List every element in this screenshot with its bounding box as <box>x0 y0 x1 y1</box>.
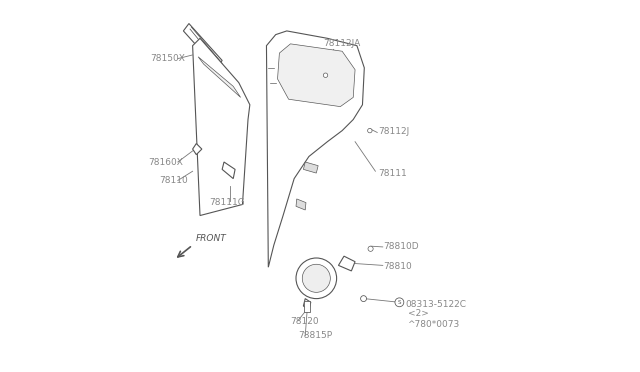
Text: 78112JA: 78112JA <box>324 39 361 48</box>
Circle shape <box>323 73 328 77</box>
Polygon shape <box>339 256 355 271</box>
Polygon shape <box>222 162 235 179</box>
Circle shape <box>368 246 373 251</box>
Circle shape <box>395 298 404 307</box>
Circle shape <box>302 264 330 292</box>
Polygon shape <box>296 199 306 210</box>
Circle shape <box>367 128 372 133</box>
Polygon shape <box>193 38 250 215</box>
Polygon shape <box>303 162 318 173</box>
Circle shape <box>360 296 367 302</box>
Text: 78815P: 78815P <box>298 331 332 340</box>
Text: 78160X: 78160X <box>148 157 183 167</box>
Text: FRONT: FRONT <box>196 234 227 243</box>
Text: 78120: 78120 <box>290 317 318 326</box>
Text: 78810D: 78810D <box>383 242 419 251</box>
Polygon shape <box>184 23 222 68</box>
Text: 78111: 78111 <box>378 169 407 177</box>
Text: 78810: 78810 <box>383 262 412 270</box>
Text: 78110: 78110 <box>159 176 188 185</box>
Text: 08313-5122C: 08313-5122C <box>405 300 466 309</box>
Bar <box>304 301 310 311</box>
Text: ^780*0073: ^780*0073 <box>408 320 460 329</box>
Polygon shape <box>303 299 311 310</box>
Polygon shape <box>266 31 364 267</box>
Polygon shape <box>193 144 202 155</box>
Polygon shape <box>198 57 241 97</box>
Text: 78150X: 78150X <box>150 54 185 63</box>
Text: 78112J: 78112J <box>378 127 410 136</box>
Text: <2>: <2> <box>408 309 428 318</box>
Polygon shape <box>278 44 355 107</box>
Circle shape <box>296 258 337 299</box>
Text: 78111G: 78111G <box>209 198 245 207</box>
Text: S: S <box>397 300 401 305</box>
